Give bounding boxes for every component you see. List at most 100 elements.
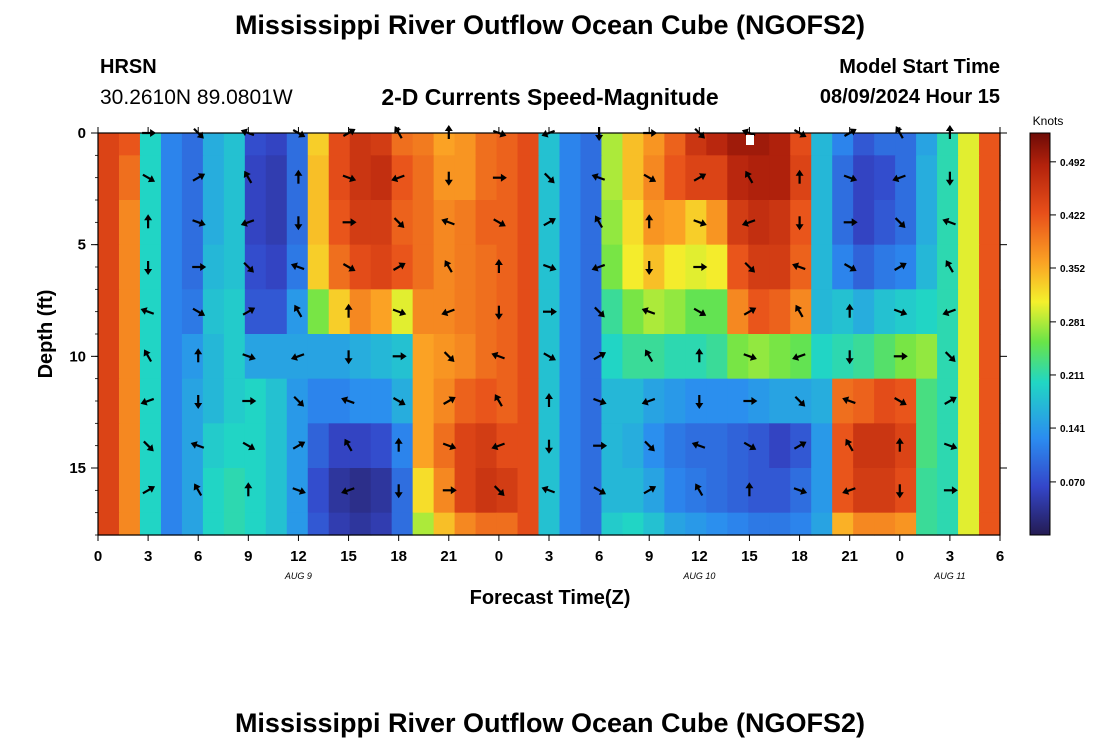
heatmap-cell xyxy=(853,512,875,536)
heatmap-cell xyxy=(328,289,351,335)
heatmap-cell xyxy=(874,378,896,424)
vector-arrow-head xyxy=(444,179,453,186)
heatmap-cell xyxy=(244,468,267,514)
vector-arrow-head xyxy=(798,399,806,407)
vector-arrow xyxy=(140,397,155,406)
heatmap-cell xyxy=(139,244,162,290)
vector-arrow-shaft xyxy=(142,173,152,181)
heatmap-cell xyxy=(286,512,309,536)
heatmap-cell xyxy=(391,512,414,536)
vector-arrow-head xyxy=(400,352,407,361)
vector-arrow-head xyxy=(641,307,649,315)
vector-arrow xyxy=(444,260,453,273)
heatmap-cell xyxy=(160,378,183,424)
heatmap-cell xyxy=(160,244,183,290)
vector-arrow-shaft xyxy=(693,219,703,225)
heatmap-cell xyxy=(979,200,1001,246)
x-axis-label: Forecast Time(Z) xyxy=(470,587,631,609)
vector-arrow-shaft xyxy=(694,127,703,136)
vector-arrow xyxy=(541,485,556,494)
vector-arrow-shaft xyxy=(843,130,853,137)
heatmap-cell xyxy=(328,200,351,246)
heatmap-cell xyxy=(685,155,707,201)
heatmap-cell xyxy=(811,468,833,514)
vector-arrow-head xyxy=(849,128,857,136)
heatmap-cell xyxy=(832,334,854,380)
vector-arrow xyxy=(843,174,858,183)
vector-arrow-head xyxy=(200,263,207,271)
vector-arrow xyxy=(793,487,808,495)
vector-arrow xyxy=(341,487,355,495)
vector-arrow-shaft xyxy=(495,354,505,360)
vector-arrow-shaft xyxy=(746,219,756,225)
heatmap-cell xyxy=(727,155,749,201)
vector-arrow xyxy=(290,353,305,361)
heatmap-cell xyxy=(601,133,624,156)
heatmap-cell xyxy=(706,512,728,536)
heatmap-cell xyxy=(937,244,959,290)
heatmap-cell xyxy=(601,200,624,246)
x-tick-label: 0 xyxy=(495,548,503,565)
vector-arrow xyxy=(793,441,807,450)
heatmap-cell xyxy=(181,155,204,201)
vector-arrow-shaft xyxy=(794,395,803,404)
vector-arrow xyxy=(943,486,958,495)
vector-arrow-head xyxy=(144,214,153,221)
vector-arrow xyxy=(845,303,854,318)
heatmap-cell xyxy=(328,512,351,536)
heatmap-cell xyxy=(811,244,833,290)
vector-arrow xyxy=(441,217,455,226)
heatmap-cell xyxy=(223,155,246,201)
heatmap-cell xyxy=(748,468,770,514)
vector-arrow-shaft xyxy=(443,398,452,405)
vector-arrow-head xyxy=(950,442,958,451)
vector-arrow-head xyxy=(146,444,154,452)
heatmap-cell xyxy=(433,334,456,380)
vector-arrow xyxy=(942,308,956,317)
vector-arrow xyxy=(794,395,806,407)
heatmap-cell xyxy=(202,133,225,156)
heatmap-cell xyxy=(622,155,644,201)
vector-arrow-head xyxy=(741,128,749,137)
heatmap-cell xyxy=(622,512,644,536)
vector-arrow-shaft xyxy=(342,263,352,270)
vector-arrow xyxy=(243,170,253,184)
heatmap-cell xyxy=(98,423,120,469)
heatmap-cell xyxy=(496,133,519,156)
vector-arrow-shaft xyxy=(843,174,853,180)
vector-arrow-shaft xyxy=(946,220,956,226)
heatmap-cell xyxy=(937,334,959,380)
heatmap-cell xyxy=(454,512,477,536)
heatmap-cell xyxy=(811,289,833,335)
x-tick-label: 15 xyxy=(741,548,758,565)
vector-arrow-shaft xyxy=(797,308,804,318)
vector-arrow-head xyxy=(842,396,850,405)
heatmap-cell xyxy=(664,133,686,156)
heatmap-cell xyxy=(454,155,477,201)
heatmap-cell xyxy=(916,155,938,201)
vector-arrow xyxy=(594,306,605,318)
heatmap-cell xyxy=(979,289,1001,335)
vector-arrow-head xyxy=(197,309,206,317)
heatmap-cell xyxy=(769,423,791,469)
current-time-marker xyxy=(746,135,754,145)
heatmap-cell xyxy=(958,334,980,380)
heatmap-cell xyxy=(349,423,372,469)
x-tick-label: 6 xyxy=(595,548,603,565)
heatmap-cell xyxy=(706,378,728,424)
heatmap-cell xyxy=(517,423,540,469)
vector-arrow xyxy=(693,307,707,317)
vector-arrow-head xyxy=(901,352,908,361)
heatmap-cell xyxy=(391,468,414,514)
heatmap-cell xyxy=(979,155,1001,201)
vector-arrow-head xyxy=(344,303,353,310)
vector-arrow-shaft xyxy=(542,263,553,270)
heatmap-cell xyxy=(412,512,435,536)
heatmap-cell xyxy=(349,244,372,290)
colorbar-label: Knots xyxy=(1033,114,1064,128)
heatmap-cell xyxy=(643,512,665,536)
heatmap-cell xyxy=(265,334,288,380)
vector-arrow xyxy=(691,441,706,449)
vector-arrow-shaft xyxy=(243,261,252,270)
date-label: AUG 10 xyxy=(682,571,715,581)
